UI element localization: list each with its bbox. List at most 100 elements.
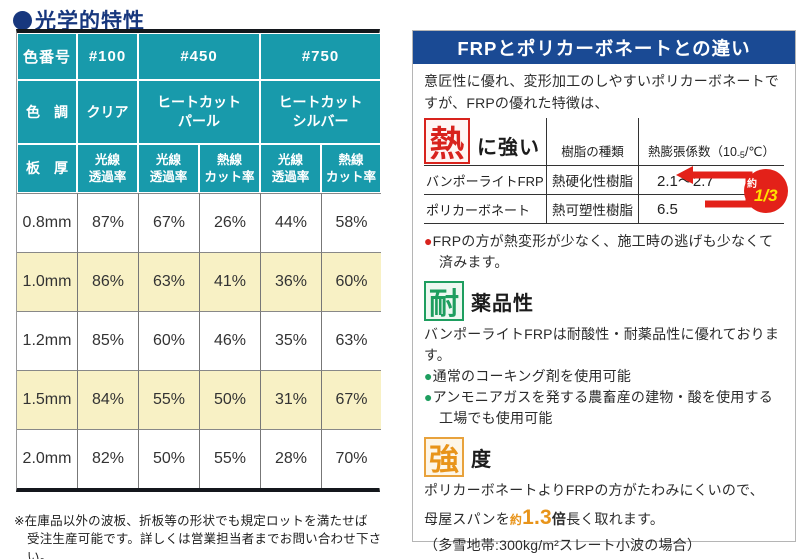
tone-line: クリア — [86, 103, 129, 120]
color-tone-row: 色 調 クリア ヒートカット パール ヒートカット シルバー — [17, 80, 381, 144]
chemical-bullet-1: ●通常のコーキング剤を使用可能 — [424, 366, 784, 387]
green-bullet-icon: ● — [424, 368, 433, 385]
thickness-cell: 1.0mm — [17, 252, 77, 311]
optical-section-title: 光学的特性 — [13, 5, 145, 35]
measure-line: 透過率 — [149, 169, 188, 184]
measures-row: 板 厚 光線 透過率 光線 透過率 熱線 カット率 光線 — [17, 144, 381, 193]
resin-type-polycarbonate: 熱可塑性樹脂 — [546, 195, 638, 225]
chemical-bullet-1-text: 通常のコーキング剤を使用可能 — [432, 368, 632, 385]
coef-header-tail: /℃） — [744, 145, 775, 160]
value-cell: 67% — [138, 193, 199, 252]
optical-table-body: 0.8mm 87% 67% 26% 44% 58% 1.0mm 86% 63% 41% 36% 60%… — [17, 193, 381, 488]
value-cell: 28% — [260, 429, 321, 488]
strength-line1: ポリカーボネートよりFRPの方がたわみにくいので、 — [424, 482, 764, 499]
value-cell: 70% — [321, 429, 381, 488]
color-number-750: #750 — [260, 33, 381, 80]
optical-table-row: 1.2mm 85% 60% 46% 35% 63% — [17, 311, 381, 370]
red-bullet-icon: ● — [424, 233, 433, 250]
value-cell: 36% — [260, 252, 321, 311]
measure-head: 熱線 カット率 — [321, 144, 381, 193]
one-third-badge — [744, 169, 788, 214]
optical-table: 色番号 #100 #450 #750 色 調 クリア ヒートカット パール — [16, 29, 381, 492]
value-cell: 60% — [138, 311, 199, 370]
measure-head: 光線 透過率 — [138, 144, 199, 193]
heat-section-header: 熱 に強い — [424, 118, 546, 167]
measure-line: カット率 — [204, 169, 255, 184]
thickness-label: 板 厚 — [17, 144, 77, 193]
coef-header-text: 熱膨張係数（10 — [648, 145, 737, 160]
color-number-row: 色番号 #100 #450 #750 — [17, 33, 381, 80]
measure-head: 光線 透過率 — [77, 144, 138, 193]
value-cell: 67% — [321, 370, 381, 429]
color-number-100: #100 — [77, 33, 138, 80]
measure-line: カット率 — [325, 169, 376, 184]
one-third-arrow-icon: 約 1/3 — [676, 166, 788, 214]
strength-approx: 約 — [509, 513, 523, 528]
value-cell: 84% — [77, 370, 138, 429]
intro-text: 意匠性に優れ、変形加工のしやすいポリカーボネートですが、FRPの優れた特徴は、 — [424, 73, 779, 111]
strength-line2: 母屋スパンを約1.3倍長く取れます。 — [424, 502, 784, 535]
strength-unit: 倍 — [551, 511, 567, 528]
measure-line: 熱線 — [338, 152, 364, 167]
color-tone-silver: ヒートカット シルバー — [260, 80, 381, 144]
optical-table-row: 1.0mm 86% 63% 41% 36% 60% — [17, 252, 381, 311]
material-name-polycarbonate: ポリカーボネート — [424, 195, 546, 225]
measure-line: 熱線 — [216, 152, 242, 167]
heat-note-text: FRPの方が熱変形が少なく、施工時の逃げも少なくて済みます。 — [432, 233, 774, 271]
coef-header-sup: -5 — [736, 150, 745, 161]
thickness-cell: 1.2mm — [17, 311, 77, 370]
value-cell: 50% — [199, 370, 260, 429]
value-cell: 63% — [321, 311, 381, 370]
optical-table-row: 1.5mm 84% 55% 50% 31% 67% — [17, 370, 381, 429]
color-number-450: #450 — [138, 33, 260, 80]
value-cell: 87% — [77, 193, 138, 252]
value-cell: 55% — [199, 429, 260, 488]
strength-line2-pre: 母屋スパンを — [424, 511, 510, 528]
tone-line: パール — [178, 113, 220, 129]
thickness-cell: 1.5mm — [17, 370, 77, 429]
thickness-cell: 0.8mm — [17, 193, 77, 252]
measure-line: 透過率 — [88, 169, 127, 184]
resin-type-frp: 熱硬化性樹脂 — [546, 166, 638, 196]
color-number-label: 色番号 — [17, 33, 77, 80]
value-cell: 26% — [199, 193, 260, 252]
tone-line: シルバー — [292, 113, 349, 129]
value-cell: 63% — [138, 252, 199, 311]
measure-line: 光線 — [155, 152, 181, 167]
strength-kanji-badge: 強 — [424, 437, 464, 478]
value-cell: 41% — [199, 252, 260, 311]
heat-section: 熱 に強い 樹脂の種類 熱膨張係数（10 -5/℃） バンポーライトFRP 熱硬化… — [424, 118, 788, 225]
footnote: ※在庫品以外の波板、折板等の形状でも規定ロットを満たせば 受注生産可能です。詳し… — [14, 512, 404, 559]
value-cell: 50% — [138, 429, 199, 488]
value-cell: 31% — [260, 370, 321, 429]
measure-head: 光線 透過率 — [260, 144, 321, 193]
badge-fraction-text: 1/3 — [754, 186, 778, 205]
resin-type-column-header: 樹脂の種類 — [546, 118, 638, 167]
value-cell: 82% — [77, 429, 138, 488]
coef-value-polycarbonate: 6.5 — [638, 195, 784, 225]
thickness-cell: 2.0mm — [17, 429, 77, 488]
value-cell: 85% — [77, 311, 138, 370]
bullet-icon — [13, 10, 32, 30]
chemical-body: バンポーライトFRPは耐酸性・耐薬品性に優れております。 — [424, 326, 780, 364]
measure-line: 光線 — [94, 152, 120, 167]
heat-suffix: に強い — [477, 137, 540, 160]
value-cell: 35% — [260, 311, 321, 370]
tone-line: ヒートカット — [278, 94, 363, 111]
optical-table-row: 2.0mm 82% 50% 55% 28% 70% — [17, 429, 381, 488]
color-tone-label: 色 調 — [17, 80, 77, 144]
chemical-bullet-2-text: アンモニアガスを発する農畜産の建物・酸を使用する工場でも使用可能 — [432, 389, 773, 427]
color-tone-clear: クリア — [77, 80, 138, 144]
footnote-line2: 受注生産可能です。詳しくは営業担当者までお問い合わせ下さい。 — [27, 532, 382, 559]
comparison-panel-body: 意匠性に優れ、変形加工のしやすいポリカーボネートですが、FRPの優れた特徴は、 … — [413, 64, 795, 556]
strength-line2-post: 長く取れます。 — [566, 511, 665, 528]
measure-line: 透過率 — [271, 169, 310, 184]
value-cell: 86% — [77, 252, 138, 311]
chemical-suffix: 薬品性 — [471, 293, 534, 316]
strength-section-header: 強 度 — [424, 437, 784, 478]
heat-kanji-badge: 熱 — [424, 118, 470, 165]
green-bullet-icon: ● — [424, 389, 433, 406]
material-name-frp: バンポーライトFRP — [424, 166, 546, 196]
strength-number: 1.3 — [522, 506, 552, 530]
value-cell: 46% — [199, 311, 260, 370]
